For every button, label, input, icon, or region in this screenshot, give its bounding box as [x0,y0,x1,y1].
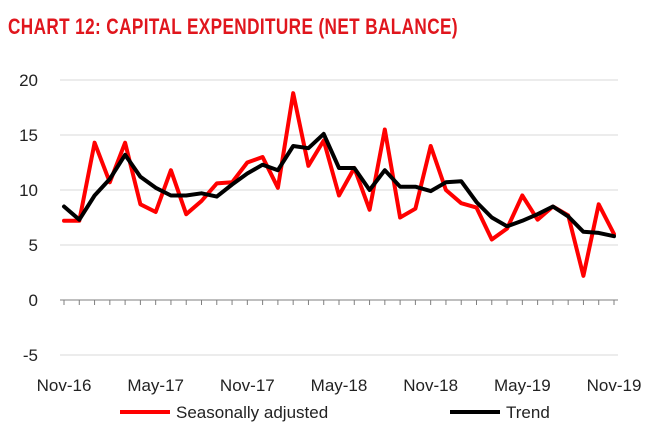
y-tick-label: 20 [19,71,38,90]
y-tick-label: 5 [29,236,38,255]
x-tick-label: Nov-18 [403,376,458,395]
x-tick-label: Nov-19 [587,376,642,395]
legend-label: Trend [506,403,550,422]
series-line-trend [62,131,616,239]
x-tick-label: May-18 [311,376,368,395]
series-line-seasonally-adjusted [62,91,616,278]
x-tick-label: Nov-17 [220,376,275,395]
y-tick-label: 0 [29,291,38,310]
y-tick-label: 10 [19,181,38,200]
y-tick-label: 15 [19,126,38,145]
legend-label: Seasonally adjusted [176,403,328,422]
x-tick-label: May-17 [127,376,184,395]
x-tick-label: Nov-16 [37,376,92,395]
x-tick-label: May-19 [494,376,551,395]
y-tick-label: -5 [23,346,38,365]
chart-title: CHART 12: CAPITAL EXPENDITURE (NET BALAN… [8,14,458,39]
